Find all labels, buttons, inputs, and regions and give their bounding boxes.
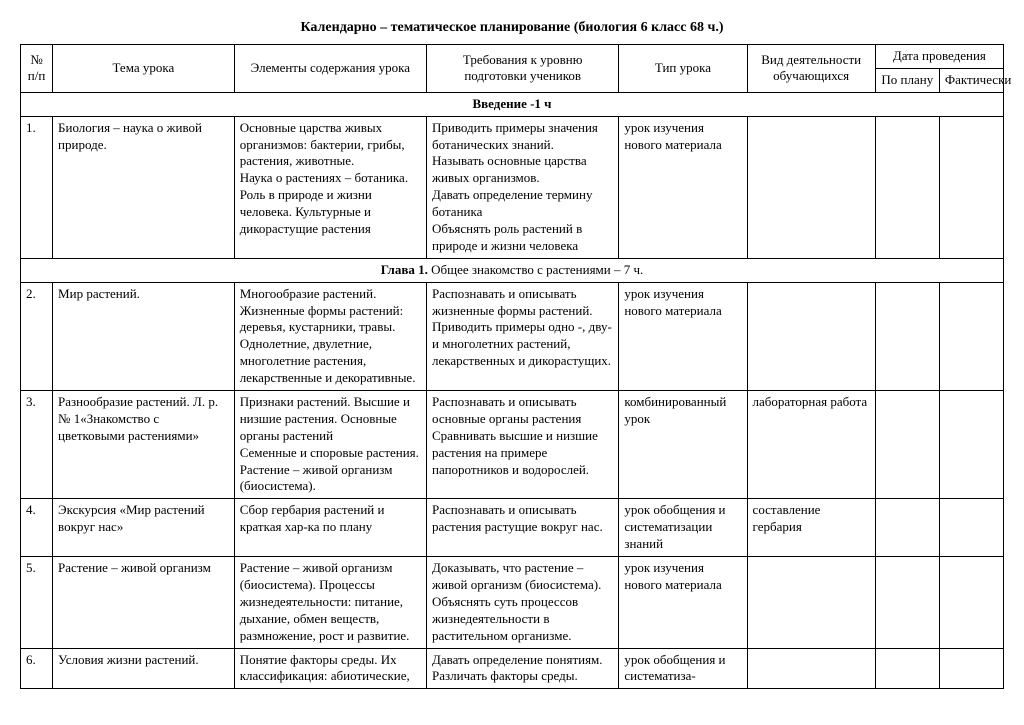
cell-plan	[875, 282, 939, 390]
table-row: 1. Биология – наука о живой природе. Осн…	[21, 116, 1004, 258]
cell-tema: Биология – наука о живой природе.	[53, 116, 235, 258]
cell-elem: Понятие факторы среды. Их классификация:…	[234, 648, 426, 689]
cell-treb: Распознавать и описывать растения растущ…	[427, 499, 619, 557]
section-row-2: Глава 1. Общее знакомство с растениями –…	[21, 258, 1004, 282]
cell-tema: Разнообразие растений. Л. р. № 1«Знакомс…	[53, 391, 235, 499]
header-treb: Требования к уровню подготовки учеников	[427, 45, 619, 93]
header-tip: Тип урока	[619, 45, 747, 93]
section-1-title: Введение -1 ч	[21, 92, 1004, 116]
cell-elem: Признаки растений. Высшие и низшие расте…	[234, 391, 426, 499]
section-2-rest: Общее знакомство с растениями – 7 ч.	[428, 262, 643, 277]
table-row: 4. Экскурсия «Мир растений вокруг нас» С…	[21, 499, 1004, 557]
cell-num: 3.	[21, 391, 53, 499]
header-plan: По плану	[875, 68, 939, 92]
cell-treb: Давать определение понятиям. Различать ф…	[427, 648, 619, 689]
table-row: 3. Разнообразие растений. Л. р. № 1«Знак…	[21, 391, 1004, 499]
cell-fact	[939, 391, 1003, 499]
cell-fact	[939, 648, 1003, 689]
cell-treb: Распознавать и описывать основные органы…	[427, 391, 619, 499]
cell-tip: урок обобщения и систематизации знаний	[619, 499, 747, 557]
table-row: 6. Условия жизни растений. Понятие факто…	[21, 648, 1004, 689]
cell-fact	[939, 116, 1003, 258]
cell-vid: лабораторная работа	[747, 391, 875, 499]
header-elem: Элементы содержания урока	[234, 45, 426, 93]
cell-elem: Основные царства живых организмов: бакте…	[234, 116, 426, 258]
cell-vid: составление гербария	[747, 499, 875, 557]
header-vid: Вид деятельности обучающихся	[747, 45, 875, 93]
cell-num: 1.	[21, 116, 53, 258]
section-2-bold: Глава 1.	[381, 262, 428, 277]
cell-fact	[939, 557, 1003, 648]
cell-tip: урок изучения нового материала	[619, 116, 747, 258]
cell-num: 2.	[21, 282, 53, 390]
cell-treb: Распознавать и описывать жизненные формы…	[427, 282, 619, 390]
cell-treb: Приводить примеры значения ботанических …	[427, 116, 619, 258]
cell-vid	[747, 557, 875, 648]
table-row: 2. Мир растений. Многообразие растений. …	[21, 282, 1004, 390]
cell-plan	[875, 499, 939, 557]
header-num: № п/п	[21, 45, 53, 93]
section-row-1: Введение -1 ч	[21, 92, 1004, 116]
cell-vid	[747, 282, 875, 390]
cell-tip: урок обобщения и систематиза-	[619, 648, 747, 689]
header-data-group: Дата проведения	[875, 45, 1003, 69]
planning-table: № п/п Тема урока Элементы содержания уро…	[20, 44, 1004, 689]
cell-num: 5.	[21, 557, 53, 648]
cell-tip: комбинированный урок	[619, 391, 747, 499]
header-tema: Тема урока	[53, 45, 235, 93]
page-title: Календарно – тематическое планирование (…	[20, 20, 1004, 36]
cell-tema: Мир растений.	[53, 282, 235, 390]
cell-elem: Сбор гербария растений и краткая хар-ка …	[234, 499, 426, 557]
cell-num: 4.	[21, 499, 53, 557]
cell-tema: Условия жизни растений.	[53, 648, 235, 689]
header-fact: Фактически	[939, 68, 1003, 92]
cell-num: 6.	[21, 648, 53, 689]
section-2-title: Глава 1. Общее знакомство с растениями –…	[21, 258, 1004, 282]
cell-elem: Многообразие растений. Жизненные формы р…	[234, 282, 426, 390]
cell-tip: урок изучения нового материала	[619, 557, 747, 648]
cell-vid	[747, 648, 875, 689]
table-row: 5. Растение – живой организм Растение – …	[21, 557, 1004, 648]
cell-plan	[875, 557, 939, 648]
cell-plan	[875, 116, 939, 258]
cell-fact	[939, 282, 1003, 390]
cell-plan	[875, 391, 939, 499]
header-row-1: № п/п Тема урока Элементы содержания уро…	[21, 45, 1004, 69]
cell-tema: Экскурсия «Мир растений вокруг нас»	[53, 499, 235, 557]
cell-tema: Растение – живой организм	[53, 557, 235, 648]
cell-treb: Доказывать, что растение – живой организ…	[427, 557, 619, 648]
cell-elem: Растение – живой организм (биосистема). …	[234, 557, 426, 648]
cell-plan	[875, 648, 939, 689]
cell-fact	[939, 499, 1003, 557]
cell-tip: урок изучения нового материала	[619, 282, 747, 390]
cell-vid	[747, 116, 875, 258]
